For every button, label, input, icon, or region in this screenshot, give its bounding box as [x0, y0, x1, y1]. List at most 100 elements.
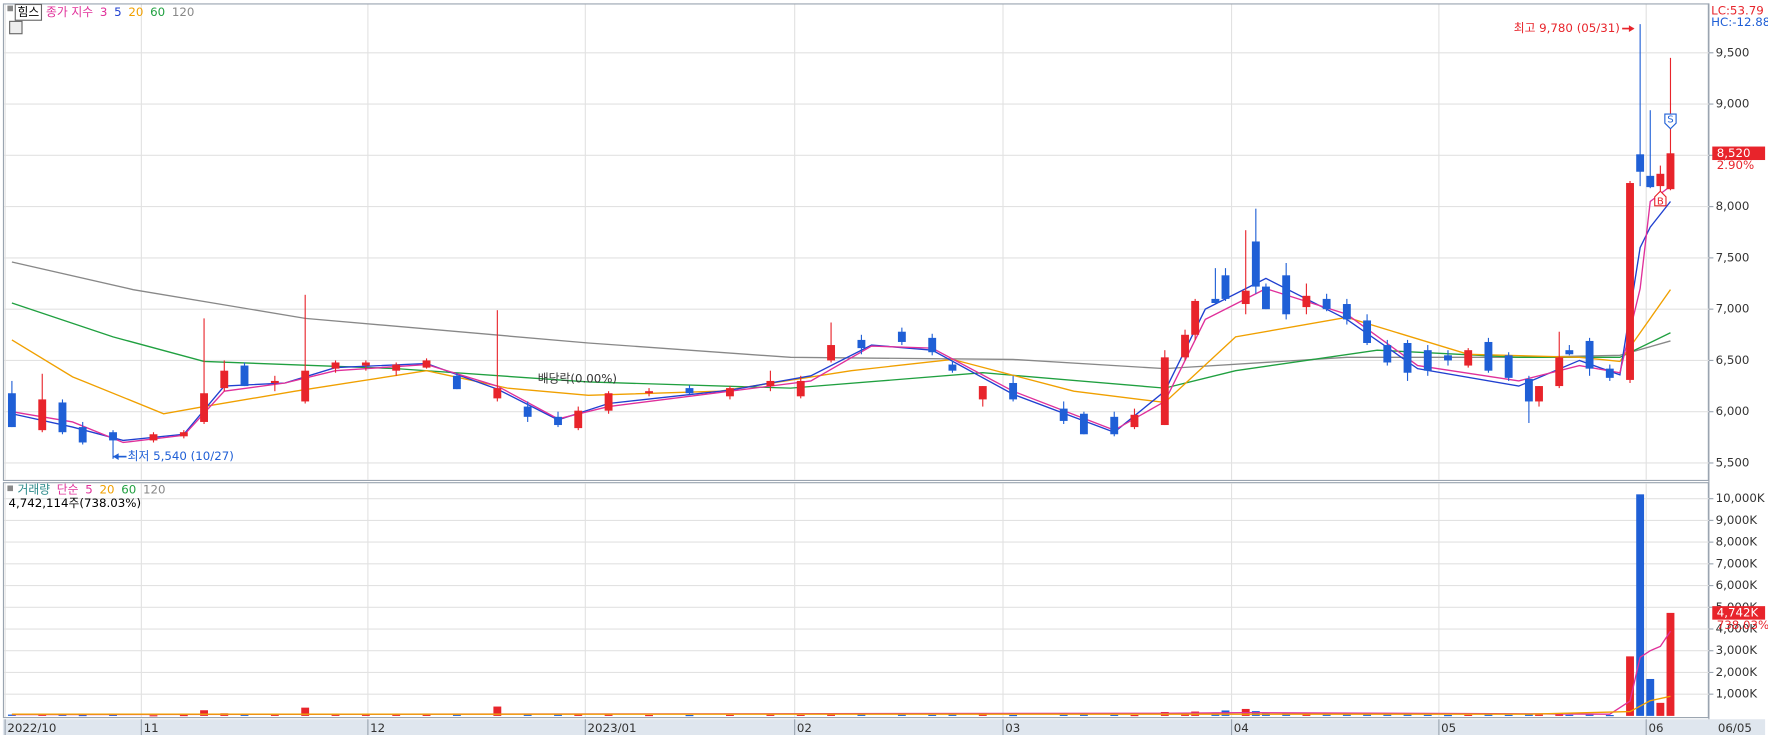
y-tick-label: 9,000 — [1716, 97, 1750, 111]
volume-bar — [523, 713, 532, 716]
candle-body — [200, 393, 208, 422]
x-tick-label: 02 — [797, 721, 812, 735]
candle-body — [1262, 286, 1270, 310]
volume-bar — [78, 715, 87, 717]
candle-body — [685, 388, 694, 394]
candle-body — [220, 370, 229, 389]
y-tick-label: 6,000 — [1716, 404, 1750, 418]
volume-bar — [149, 715, 158, 717]
low-note: 최저 5,540 (10/27) — [128, 449, 234, 463]
candle-body — [1221, 275, 1230, 299]
y-tick-label: 4,000K — [1716, 622, 1758, 636]
legend-entry: 3 — [100, 5, 108, 19]
volume-title: 거래량 — [18, 482, 51, 496]
x-tick-label: 04 — [1234, 721, 1249, 735]
volume-bar — [1656, 702, 1665, 716]
candle-body — [7, 393, 16, 428]
volume-bar — [452, 714, 461, 716]
volume-summary: 4,742,114주(738.03%) — [9, 496, 142, 510]
candle-body — [1646, 175, 1655, 188]
candle-body — [270, 380, 279, 383]
volume-bar — [301, 707, 310, 716]
volume-bar — [1079, 714, 1088, 716]
candle-body — [301, 370, 310, 402]
candle-body — [1342, 304, 1351, 320]
legend-entry: 60 — [121, 482, 136, 496]
candle-body — [1636, 154, 1645, 172]
sell-marker-shape — [1664, 113, 1677, 130]
y-tick-label: 6,500 — [1716, 353, 1750, 367]
volume-bar — [1626, 656, 1634, 716]
y-tick-label: 5,500 — [1716, 455, 1750, 469]
arrow-head — [1628, 25, 1635, 32]
volume-bar — [422, 714, 431, 716]
candle-body — [1464, 350, 1473, 366]
y-tick-label: 10,000K — [1716, 491, 1765, 505]
volume-bar — [897, 714, 906, 716]
volume-bar — [574, 714, 583, 716]
candle-body — [38, 399, 47, 431]
candle-body — [1282, 275, 1291, 315]
volume-bar — [978, 714, 987, 716]
candle-body — [1130, 414, 1139, 428]
volume-bar — [109, 714, 117, 716]
volume-bar — [240, 714, 249, 716]
volume-bar — [392, 714, 401, 716]
candle-body — [948, 364, 957, 371]
y-tick-label: 7,000K — [1716, 556, 1758, 570]
candle-body — [58, 402, 67, 433]
change-label: 2.90% — [1717, 158, 1754, 172]
candle-body — [1524, 378, 1533, 402]
candle-body — [493, 388, 502, 399]
candle-body — [1403, 342, 1412, 373]
volume-bar — [1059, 714, 1068, 716]
candle-body — [179, 432, 188, 437]
candle-body — [1322, 298, 1331, 310]
candle-body — [928, 337, 937, 353]
symbol-name: 힘스 — [18, 5, 40, 19]
y-tick-label: 7,500 — [1716, 250, 1750, 264]
x-tick-label: 11 — [144, 721, 159, 735]
volume-bar — [1403, 714, 1412, 716]
candle-body — [604, 393, 613, 411]
candle-body — [857, 339, 866, 349]
volume-bar — [1504, 714, 1513, 716]
candle-body — [1241, 290, 1250, 305]
settings-button[interactable] — [9, 20, 23, 35]
y-tick-label: 3,000K — [1716, 643, 1758, 657]
volume-bar — [948, 714, 957, 716]
candle-body — [1555, 357, 1564, 387]
sell-marker: S — [1667, 115, 1673, 126]
candle-body — [1656, 173, 1665, 187]
candle-body — [1535, 386, 1543, 402]
dividend-note: 배당락(0.00%) — [538, 372, 617, 386]
candle-body — [978, 386, 987, 400]
candle-body — [897, 331, 906, 342]
volume-bar — [1302, 714, 1311, 716]
candle-body — [1363, 320, 1372, 343]
candle-body — [1059, 408, 1068, 421]
candle-body — [827, 345, 836, 361]
volume-bar — [1110, 714, 1119, 716]
candle-body — [109, 432, 117, 441]
volume-bar — [1666, 612, 1675, 716]
candle-body — [1110, 416, 1119, 435]
volume-bar — [1009, 715, 1018, 717]
volume-bar — [1585, 714, 1594, 716]
y-tick-label: 9,000K — [1716, 513, 1758, 527]
buy-marker: B — [1657, 196, 1664, 207]
candle-body — [1585, 340, 1594, 369]
legend-entry: 5 — [114, 5, 122, 19]
candle-body — [1444, 355, 1452, 361]
volume-bar — [1444, 715, 1452, 717]
volume-bar — [604, 714, 613, 716]
symbol-box — [14, 3, 43, 21]
volume-bar — [645, 715, 653, 717]
volume-bar — [1524, 714, 1533, 716]
candle-body — [1160, 357, 1169, 426]
candle-body — [726, 388, 734, 397]
legend-entry: 120 — [172, 5, 195, 19]
candle-body — [1211, 298, 1220, 304]
candle-body — [331, 362, 340, 369]
